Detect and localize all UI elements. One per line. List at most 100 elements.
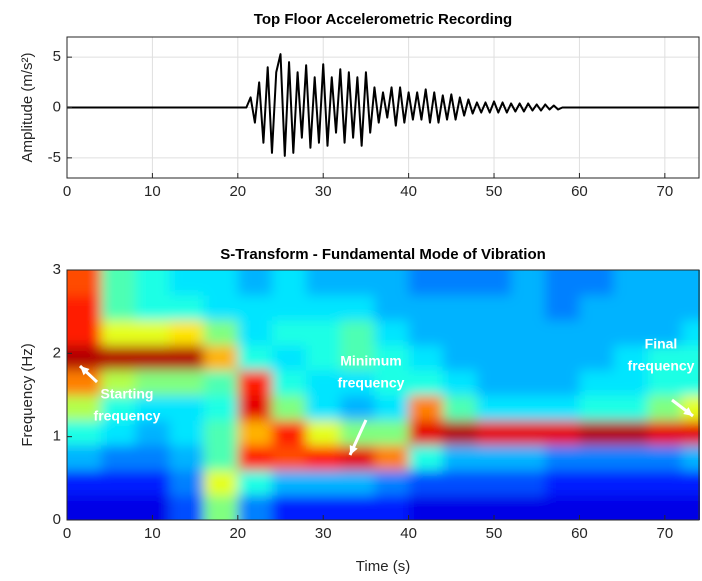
heatmap-cell — [101, 270, 136, 296]
y-tick-label: 0 — [53, 98, 61, 115]
heatmap-cell — [511, 395, 546, 421]
heatmap-cell — [442, 445, 478, 471]
heatmap-cell — [340, 320, 375, 346]
heatmap-cell — [442, 270, 478, 296]
x-tick-label: 20 — [229, 525, 246, 542]
heatmap-cell — [442, 345, 478, 371]
heatmap-cell — [681, 295, 700, 321]
heatmap-cell — [579, 395, 615, 421]
heatmap-cell — [237, 420, 273, 446]
x-tick-label: 0 — [63, 525, 71, 542]
heatmap-cell — [579, 295, 615, 321]
heatmap-cell — [511, 370, 546, 396]
signal-line — [67, 53, 699, 157]
heatmap-cell — [579, 495, 615, 520]
annotation-arrowhead — [683, 407, 693, 416]
heatmap-cell — [67, 420, 102, 446]
x-tick-label: 60 — [571, 183, 588, 200]
heatmap-cell — [681, 270, 700, 296]
heatmap-cell — [237, 320, 273, 346]
heatmap-cell — [203, 370, 239, 396]
heatmap-clip — [67, 270, 700, 520]
heatmap-cell — [408, 370, 444, 396]
heatmap-cell — [681, 470, 700, 496]
heatmap-cell — [203, 495, 239, 520]
heatmap-cell — [135, 370, 170, 396]
heatmap-cell — [511, 345, 546, 371]
heatmap-cell — [169, 345, 205, 371]
heatmap-cell — [476, 370, 512, 396]
heatmap-cell — [237, 370, 273, 396]
heatmap-cell — [340, 445, 375, 471]
x-tick-label: 10 — [144, 183, 161, 200]
x-tick-label: 40 — [400, 183, 417, 200]
x-tick-label: 30 — [315, 183, 332, 200]
heatmap-cell — [203, 270, 239, 296]
annotation: frequency — [338, 375, 405, 391]
heatmap-cell — [340, 395, 375, 421]
heatmap-cell — [169, 370, 205, 396]
annotation: Starting — [101, 386, 154, 402]
heatmap-cell — [545, 395, 580, 421]
x-tick-label: 20 — [229, 183, 246, 200]
x-tick-label: 60 — [571, 525, 588, 542]
heatmap-cell — [442, 495, 478, 520]
heatmap-cell — [169, 445, 205, 471]
annotation-arrowhead — [80, 366, 90, 376]
heatmap-cell — [271, 270, 307, 296]
heatmap-cell — [101, 370, 136, 396]
x-axis-label: Time (s) — [356, 558, 410, 575]
y-tick-label: -5 — [48, 149, 61, 166]
heatmap-cell — [476, 345, 512, 371]
heatmap-cell — [271, 345, 307, 371]
heatmap-cell — [340, 370, 375, 396]
heatmap-cell — [306, 470, 341, 496]
heatmap-cell — [271, 445, 307, 471]
heatmap-cell — [476, 320, 512, 346]
heatmap-cell — [271, 320, 307, 346]
heatmap-cell — [374, 395, 410, 421]
heatmap-cell — [101, 420, 136, 446]
heatmap-cell — [681, 445, 700, 471]
heatmap-cell — [647, 420, 683, 446]
heatmap-cell — [374, 420, 410, 446]
chart-title: Top Floor Accelerometric Recording — [254, 11, 512, 28]
annotation: Minimum — [340, 353, 401, 369]
heatmap-cell — [442, 420, 478, 446]
heatmap-cell — [203, 470, 239, 496]
heatmap-cell — [511, 445, 546, 471]
heatmap-cell — [203, 295, 239, 321]
heatmap-cell — [101, 345, 136, 371]
heatmap-cell — [67, 395, 102, 421]
heatmap-cell — [135, 420, 170, 446]
heatmap-cell — [271, 295, 307, 321]
heatmap-cell — [613, 395, 649, 421]
heatmap-cell — [681, 370, 700, 396]
heatmap-cell — [306, 395, 341, 421]
heatmap-cell — [67, 470, 102, 496]
heatmap-cell — [579, 345, 615, 371]
x-tick-label: 30 — [315, 525, 332, 542]
heatmap-cell — [374, 295, 410, 321]
heatmap-cell — [408, 495, 444, 520]
heatmap-cell — [306, 370, 341, 396]
heatmap-cell — [203, 395, 239, 421]
heatmap-cell — [374, 320, 410, 346]
heatmap-cell — [647, 395, 683, 421]
heatmap-cell — [442, 470, 478, 496]
y-tick-label: 0 — [53, 511, 61, 528]
heatmap-cell — [306, 295, 341, 321]
heatmap-cell — [579, 420, 615, 446]
annotation: Final — [645, 336, 678, 352]
heatmap-cell — [579, 445, 615, 471]
heatmap-cell — [442, 295, 478, 321]
heatmap-cell — [613, 470, 649, 496]
heatmap-cell — [613, 495, 649, 520]
heatmap-cell — [681, 320, 700, 346]
heatmap-cell — [135, 395, 170, 421]
heatmap-cell — [237, 495, 273, 520]
heatmap-cell — [647, 445, 683, 471]
annotation-arrowhead — [349, 445, 358, 455]
y-axis-label: Frequency (Hz) — [19, 343, 36, 446]
heatmap-cell — [101, 295, 136, 321]
